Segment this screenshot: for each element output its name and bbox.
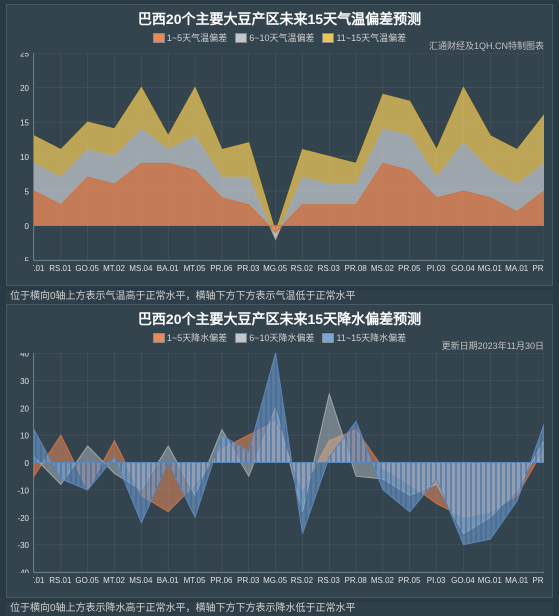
svg-text:PR.06: PR.06 (210, 576, 233, 585)
legend-label: 11~15天气温偏差 (336, 31, 406, 44)
precip-corner-note: 更新日期2023年11月30日 (442, 339, 544, 352)
svg-text:10: 10 (20, 432, 29, 441)
svg-text:GO.05: GO.05 (75, 576, 99, 585)
precip-chart-area (33, 353, 544, 573)
svg-text:-30: -30 (17, 541, 29, 550)
temp-title: 巴西20个主要大豆产区未来15天气温偏差预测 (7, 5, 552, 29)
temp-corner-note: 汇通财经及1QH.CN特制图表 (429, 39, 544, 52)
legend-label: 6~10天降水偏差 (249, 331, 314, 344)
precip-xlabels: MT.01 RS.01GO.05 MT.02 MS.04 BA.01 MT.05 PR.06… (33, 573, 544, 593)
svg-text:MG.01: MG.01 (478, 264, 503, 273)
svg-text:-5: -5 (22, 257, 30, 262)
svg-text:0: 0 (25, 222, 30, 231)
svg-text:RS.01: RS.01 (49, 576, 72, 585)
svg-text:MA.01: MA.01 (505, 576, 529, 585)
svg-text:MG.01: MG.01 (478, 576, 503, 585)
svg-text:GO.04: GO.04 (451, 576, 475, 585)
page-root: 巴西20个主要大豆产区未来15天气温偏差预测 1~5天气温偏差 6~10天气温偏差… (0, 0, 559, 592)
svg-text:PR.06: PR.06 (210, 264, 233, 273)
svg-text:PR.08: PR.08 (344, 576, 367, 585)
svg-text:PR.03: PR.03 (237, 264, 260, 273)
svg-text:20: 20 (20, 84, 29, 93)
svg-text:20: 20 (20, 404, 29, 413)
temp-xlabels: MT.01 RS.01GO.05 MT.02 MS.04 BA.01 MT.05 PR.06… (33, 261, 544, 281)
svg-text:MT.01: MT.01 (33, 264, 45, 273)
svg-text:MG.05: MG.05 (263, 264, 288, 273)
legend-item: 11~15天气温偏差 (322, 31, 406, 44)
svg-text:PR.07: PR.07 (532, 264, 544, 273)
svg-text:MG.05: MG.05 (263, 576, 288, 585)
legend-item: 6~10天气温偏差 (235, 31, 314, 44)
legend-label: 1~5天气温偏差 (167, 31, 227, 44)
svg-text:MT.02: MT.02 (103, 576, 125, 585)
svg-text:-20: -20 (17, 514, 29, 523)
svg-text:RS.03: RS.03 (318, 264, 341, 273)
svg-text:PR.07: PR.07 (532, 576, 544, 585)
svg-text:MA.01: MA.01 (505, 264, 529, 273)
svg-text:BA.01: BA.01 (157, 264, 179, 273)
svg-text:GO.04: GO.04 (451, 264, 475, 273)
svg-text:25: 25 (20, 53, 29, 59)
svg-text:PI.03: PI.03 (427, 576, 446, 585)
precip-title: 巴西20个主要大豆产区未来15天降水偏差预测 (7, 305, 552, 329)
svg-text:MS.04: MS.04 (129, 264, 153, 273)
legend-item: 6~10天降水偏差 (235, 331, 314, 344)
svg-text:RS.01: RS.01 (49, 264, 72, 273)
temp-chart-area (33, 53, 544, 261)
svg-text:10: 10 (20, 153, 29, 162)
temp-panel: 巴西20个主要大豆产区未来15天气温偏差预测 1~5天气温偏差 6~10天气温偏差… (6, 4, 553, 286)
legend-swatch (235, 33, 247, 43)
temp-ylabels: -5 0 5 10 15 20 25 (7, 53, 33, 261)
svg-text:MS.02: MS.02 (371, 576, 395, 585)
legend-swatch (235, 333, 247, 343)
svg-text:MT.05: MT.05 (184, 264, 206, 273)
svg-text:PR.03: PR.03 (237, 576, 260, 585)
legend-swatch (153, 33, 165, 43)
svg-text:MS.02: MS.02 (371, 264, 395, 273)
precip-ylabels: -40 -30 -20 -10 0 10 20 30 40 (7, 353, 33, 573)
svg-text:RS.03: RS.03 (318, 576, 341, 585)
legend-swatch (153, 333, 165, 343)
legend-swatch (322, 333, 334, 343)
svg-text:MT.01: MT.01 (33, 576, 45, 585)
temp-caption: 位于横向0轴上方表示气温高于正常水平，横轴下方下方表示气温低于正常水平 (6, 290, 553, 304)
legend-item: 1~5天降水偏差 (153, 331, 227, 344)
legend-swatch (322, 33, 334, 43)
svg-text:PI.03: PI.03 (427, 264, 446, 273)
svg-text:MT.02: MT.02 (103, 264, 125, 273)
legend-item: 11~15天降水偏差 (322, 331, 406, 344)
temp-chart-svg (34, 53, 544, 260)
svg-text:15: 15 (20, 119, 29, 128)
svg-text:0: 0 (25, 459, 30, 468)
svg-text:PR.05: PR.05 (398, 576, 421, 585)
svg-text:GO.05: GO.05 (75, 264, 99, 273)
svg-text:RS.02: RS.02 (291, 576, 314, 585)
svg-text:5: 5 (25, 188, 30, 197)
svg-text:-40: -40 (17, 569, 29, 574)
precip-panel: 巴西20个主要大豆产区未来15天降水偏差预测 1~5天降水偏差 6~10天降水偏差… (6, 304, 553, 598)
legend-label: 1~5天降水偏差 (167, 331, 227, 344)
svg-text:30: 30 (20, 377, 29, 386)
svg-text:BA.01: BA.01 (157, 576, 179, 585)
precip-caption: 位于横向0轴上方表示降水高于正常水平，横轴下方下方表示降水低于正常水平 (6, 602, 553, 616)
legend-label: 6~10天气温偏差 (249, 31, 314, 44)
svg-text:MT.05: MT.05 (184, 576, 206, 585)
legend-label: 11~15天降水偏差 (336, 331, 406, 344)
svg-text:-10: -10 (17, 486, 29, 495)
svg-text:MS.04: MS.04 (129, 576, 153, 585)
legend-item: 1~5天气温偏差 (153, 31, 227, 44)
svg-text:PR.05: PR.05 (398, 264, 421, 273)
precip-chart-svg (34, 353, 544, 572)
svg-text:40: 40 (20, 353, 29, 359)
svg-text:PR.08: PR.08 (344, 264, 367, 273)
svg-text:RS.02: RS.02 (291, 264, 314, 273)
